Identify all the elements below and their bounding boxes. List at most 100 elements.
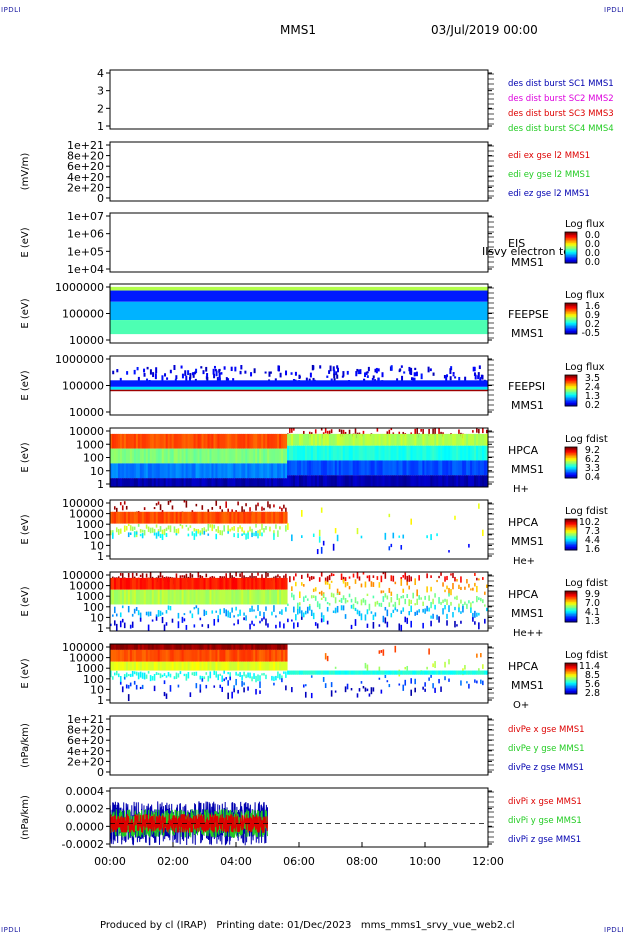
spectrum-speck [340,573,343,580]
spectrum-speck [368,575,371,582]
energy-band-0 [477,372,480,378]
spectrum-cell [392,475,395,487]
spectrum-speck [400,578,403,586]
spectrum-speck [384,572,387,579]
energy-band-0 [136,366,139,371]
spectrum-speck [221,530,224,536]
spectrum-cell [265,661,268,671]
spectrum-cell [410,475,413,487]
spectrum-speck [366,609,369,615]
spectrum-cell [279,649,282,662]
energy-band-0 [346,370,349,375]
spectrum-speck [155,672,158,676]
spectrum-cell [452,670,455,675]
spectrum-cell [117,649,121,662]
spectrum-cell [287,475,290,487]
spectrum-cell [396,445,399,461]
colorbar-step [565,379,577,382]
spectrum-speck [400,544,403,550]
energy-band-0 [408,366,411,372]
spectrum-speck [370,687,373,695]
spectrum-speck [149,611,152,616]
spectrum-speck [476,585,478,593]
spectrum-cell [430,433,433,446]
colorbar-tick: 1.6 [585,301,600,312]
spectrum-speck [476,428,478,433]
spectrum-cell [191,661,195,671]
spectrum-speck [227,672,229,675]
colorbar-frame [564,231,578,264]
spectrum-cell [320,670,324,675]
spectrum-cell [183,511,187,524]
spectrum-cell [358,433,362,446]
spectrum-cell [223,649,226,662]
spectrum-speck [334,528,337,534]
spectrum-speck [211,524,214,532]
spectrum-cell [151,478,155,487]
spectrum-speck [163,680,166,685]
spectrum-cell [175,644,179,650]
spectrum-cell [253,661,256,671]
spectrum-cell [304,445,308,461]
spectrum-cell [181,478,185,487]
colorbar-title: Log fdist [565,506,608,517]
spectrum-cell [189,644,193,650]
spectrum-cell [348,475,352,487]
spectrum-cell [456,433,459,446]
spectrum-speck [386,595,389,600]
spectrum-speck [336,605,339,613]
spectrum-speck [135,607,138,611]
energy-band-0 [403,371,406,374]
spectrum-cell [362,433,366,446]
spectrum-cell [173,463,177,479]
spectrum-cell [354,475,358,487]
spectrum-cell [207,511,210,524]
spectrum-cell [356,460,360,476]
spectrum-speck [263,616,265,620]
spectrum-cell [342,670,346,675]
energy-band-0 [239,370,242,375]
spectrum-speck [456,578,458,582]
spectrum-cell [165,661,169,671]
energy-band-0 [414,367,417,371]
spectrum-cell [223,661,226,671]
spectrum-speck [291,687,293,693]
spectrum-speck [237,533,239,538]
spectrum-speck [372,582,375,587]
spectrum-cell [322,445,326,461]
spectrum-cell [318,433,322,446]
spectrum-speck [141,684,144,689]
spectrum-cell [227,589,230,605]
spectrum-speck [326,655,329,662]
spectrum-cell [302,445,306,461]
spectrum-speck [239,609,241,616]
spectrum-cell [213,661,216,671]
spectrum-speck [281,609,283,615]
spectrum-speck [304,595,307,598]
spectrum-speck [191,613,194,619]
spectrum-cell [378,433,382,446]
spectrum-speck [121,505,124,511]
spectrum-speck [231,575,233,579]
energy-band-0 [473,372,476,376]
ytick-label: 1 [97,550,104,563]
spectrum-speck [149,572,152,579]
spectrum-speck [225,573,227,580]
spectrum-cell [478,475,481,487]
colorbar-step [565,532,577,535]
spectrum-speck [121,573,124,580]
spectrum-cell [279,433,282,449]
spectrum-speck [199,684,202,691]
spectrum-cell [201,448,205,464]
spectrum-speck [291,592,293,598]
spectrum-cell [241,661,244,671]
spectrum-cell [221,649,224,662]
spectrum-speck [422,608,424,613]
spectrum-speck [129,673,132,678]
spectrum-speck [110,530,112,536]
spectrum-cell [163,433,167,449]
colorbar-step [565,673,577,676]
energy-band-0 [336,374,339,379]
